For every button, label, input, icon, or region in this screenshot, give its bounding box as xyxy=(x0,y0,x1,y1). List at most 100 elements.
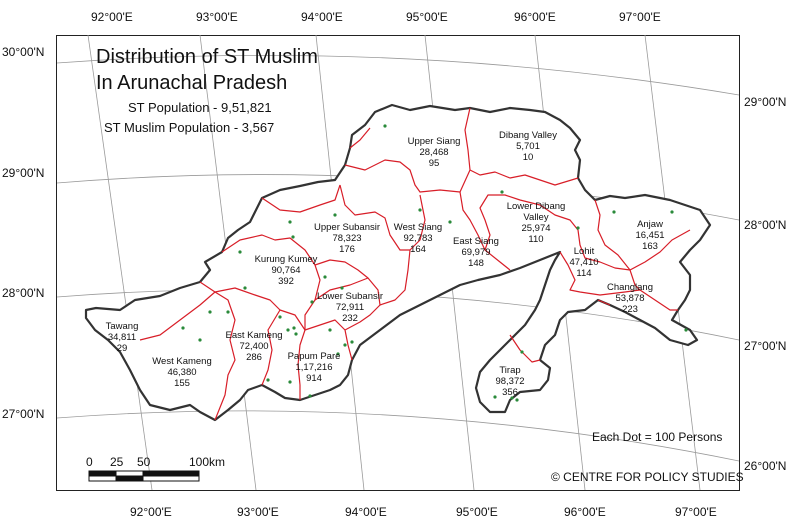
district-muslims: 164 xyxy=(410,244,426,255)
district-muslims: 176 xyxy=(339,244,355,255)
top-longitude-label: 92°00'E xyxy=(91,10,133,24)
population-dot xyxy=(493,395,497,399)
population-dot xyxy=(343,343,347,347)
population-dot xyxy=(310,300,314,304)
district-population: 1,17,216 xyxy=(295,362,333,373)
district-name: Lower Dibang Valley xyxy=(506,201,566,223)
population-dot xyxy=(278,315,282,319)
state-boundary xyxy=(84,103,712,422)
district-name: Papum Pare xyxy=(287,351,341,362)
district-name: Lower Subansir xyxy=(316,291,384,302)
scale-label-25: 25 xyxy=(110,455,124,469)
district-name: East Siang xyxy=(453,236,499,247)
district-name: Upper Siang xyxy=(407,136,461,147)
scale-bar xyxy=(88,470,200,482)
district-muslims: 148 xyxy=(468,258,484,269)
population-dot xyxy=(515,398,519,402)
district-population: 69,979 xyxy=(461,247,491,258)
district-label-east-kameng: East Kameng 72,400 286 xyxy=(225,330,282,363)
population-dot xyxy=(510,396,514,400)
district-population: 98,372 xyxy=(495,376,525,387)
district-muslims: 392 xyxy=(278,276,294,287)
district-label-tirap: Tirap 98,372 356 xyxy=(495,365,524,398)
bottom-longitude-label: 94°00'E xyxy=(345,505,387,519)
district-label-dibang-valley: Dibang Valley 5,701 10 xyxy=(499,130,557,163)
map-title-line1: Distribution of ST Muslim xyxy=(96,46,318,68)
district-population: 90,764 xyxy=(271,265,301,276)
population-dot xyxy=(336,352,340,356)
dot-layer xyxy=(181,124,688,402)
left-latitude-label: 27°00'N xyxy=(2,407,45,421)
district-label-changlang: Changlang 53,878 223 xyxy=(607,282,653,315)
district-population: 34,811 xyxy=(107,332,137,343)
population-dot xyxy=(198,338,202,342)
top-longitude-label: 94°00'E xyxy=(301,10,343,24)
district-muslims: 29 xyxy=(116,343,128,354)
district-muslims: 914 xyxy=(306,373,322,384)
district-population: 5,701 xyxy=(516,141,540,152)
district-muslims: 223 xyxy=(622,304,638,315)
population-dot xyxy=(328,328,332,332)
right-latitude-label: 29°00'N xyxy=(744,95,787,109)
district-population: 72,400 xyxy=(239,341,269,352)
top-longitude-label: 93°00'E xyxy=(196,10,238,24)
district-name: Tirap xyxy=(499,365,521,376)
population-dot xyxy=(418,208,422,212)
scale-label-0: 0 xyxy=(86,455,93,469)
district-label-lower-subansir: Lower Subansir 72,911 232 xyxy=(317,291,383,324)
population-dot xyxy=(576,226,580,230)
district-label-east-siang: East Siang 69,979 148 xyxy=(453,236,499,269)
population-dot xyxy=(291,235,295,239)
bottom-longitude-label: 97°00'E xyxy=(675,505,717,519)
district-label-papum-pare: Papum Pare 1,17,216 914 xyxy=(288,351,341,384)
district-label-kurung-kumey: Kurung Kumey 90,764 392 xyxy=(255,254,318,287)
district-label-upper-subansir: Upper Subansir 78,323 176 xyxy=(314,222,380,255)
population-dot xyxy=(238,250,242,254)
district-label-upper-siang: Upper Siang 28,468 95 xyxy=(408,136,461,169)
population-dot xyxy=(208,310,212,314)
district-population: 53,878 xyxy=(615,293,645,304)
district-muslims: 356 xyxy=(502,387,518,398)
dot-legend: Each Dot = 100 Persons xyxy=(592,430,723,444)
right-latitude-label: 28°00'N xyxy=(744,218,787,232)
district-muslims: 286 xyxy=(246,352,262,363)
population-dot xyxy=(448,220,452,224)
population-dot xyxy=(612,210,616,214)
population-dot xyxy=(292,326,296,330)
population-dot xyxy=(181,326,185,330)
population-dot xyxy=(500,190,504,194)
left-latitude-label: 30°00'N xyxy=(2,45,45,59)
district-muslims: 163 xyxy=(642,241,658,252)
district-name: Kurung Kumey xyxy=(254,254,318,265)
district-population: 72,911 xyxy=(335,302,365,313)
st-population-text: ST Population - 9,51,821 xyxy=(128,100,272,115)
population-dot xyxy=(670,210,674,214)
population-dot xyxy=(340,286,344,290)
district-label-anjaw: Anjaw 16,451 163 xyxy=(635,219,664,252)
district-name: East Kameng xyxy=(225,330,283,341)
top-longitude-label: 97°00'E xyxy=(619,10,661,24)
population-dot xyxy=(243,286,247,290)
district-muslims: 232 xyxy=(342,313,358,324)
top-longitude-label: 96°00'E xyxy=(514,10,556,24)
population-dot xyxy=(288,220,292,224)
district-label-lower-dibang-valley: Lower Dibang Valley 25,974 110 xyxy=(501,201,571,245)
district-name: Dibang Valley xyxy=(499,130,557,141)
population-dot xyxy=(308,394,312,398)
st-muslim-population-text: ST Muslim Population - 3,567 xyxy=(104,120,275,135)
district-muslims: 10 xyxy=(522,152,534,163)
credit-text: © CENTRE FOR POLICY STUDIES xyxy=(551,470,744,484)
population-dot xyxy=(684,328,688,332)
right-latitude-label: 27°00'N xyxy=(744,339,787,353)
district-population: 92,783 xyxy=(403,233,433,244)
district-label-tawang: Tawang 34,811 29 xyxy=(106,321,139,354)
district-boundaries xyxy=(139,107,691,421)
district-population: 47,410 xyxy=(569,257,599,268)
population-dot xyxy=(520,350,524,354)
district-muslims: 95 xyxy=(428,158,440,169)
district-population: 25,974 xyxy=(521,223,551,234)
district-population: 16,451 xyxy=(635,230,665,241)
district-muslims: 110 xyxy=(528,234,544,245)
bottom-longitude-label: 92°00'E xyxy=(130,505,172,519)
